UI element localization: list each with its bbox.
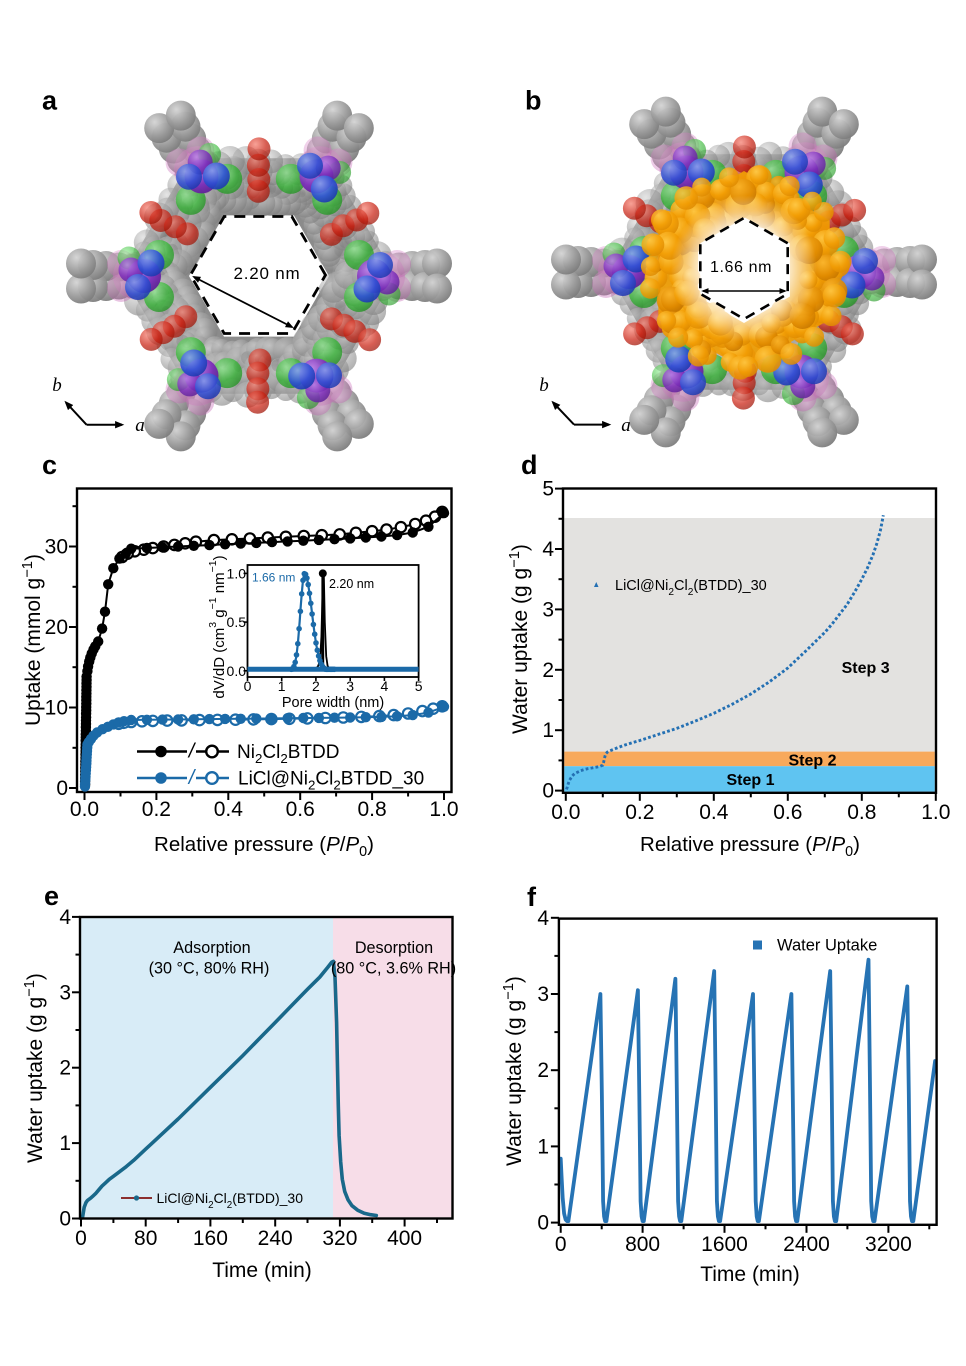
svg-text:Water uptake (g g−1​): Water uptake (g g−1​)	[22, 973, 47, 1163]
svg-text:LiCl@Ni2​Cl2​BTDD_30: LiCl@Ni2​Cl2​BTDD_30	[238, 769, 424, 793]
svg-text:1: 1	[542, 719, 554, 742]
svg-text:3: 3	[537, 983, 549, 1006]
svg-text:20: 20	[45, 616, 68, 639]
svg-text:Desorption: Desorption	[355, 939, 433, 957]
svg-text:c: c	[42, 450, 57, 480]
svg-text:80: 80	[134, 1227, 157, 1250]
svg-text:2400: 2400	[783, 1233, 830, 1256]
svg-text:/: /	[187, 741, 197, 763]
svg-text:0: 0	[56, 777, 68, 800]
svg-text:0.0: 0.0	[227, 663, 247, 679]
svg-text:0.4: 0.4	[214, 798, 244, 821]
svg-text:0.6: 0.6	[773, 801, 802, 824]
svg-text:0.0: 0.0	[551, 801, 580, 824]
svg-text:0: 0	[542, 780, 554, 803]
svg-text:5: 5	[542, 478, 554, 501]
svg-text:320: 320	[322, 1227, 357, 1250]
svg-text:(80 °C, 3.6% RH): (80 °C, 3.6% RH)	[331, 960, 456, 978]
svg-text:0.5: 0.5	[227, 614, 247, 630]
svg-text:2: 2	[59, 1057, 71, 1080]
svg-text:b: b	[539, 375, 549, 396]
svg-text:3: 3	[59, 981, 71, 1004]
svg-text:Adsorption: Adsorption	[173, 939, 250, 957]
svg-text:0.0: 0.0	[70, 798, 99, 821]
svg-text:1: 1	[278, 678, 286, 694]
svg-text:Water uptake (g g−1​): Water uptake (g g−1​)	[501, 976, 526, 1166]
svg-text:3: 3	[346, 678, 354, 694]
svg-text:Time (min): Time (min)	[212, 1259, 312, 1282]
svg-text:2.20 nm: 2.20 nm	[329, 577, 374, 591]
svg-text:a: a	[135, 415, 145, 436]
svg-text:0.2: 0.2	[142, 798, 171, 821]
svg-text:a: a	[42, 86, 58, 116]
svg-text:4: 4	[542, 538, 554, 561]
svg-text:160: 160	[193, 1227, 228, 1250]
svg-text:d: d	[521, 450, 538, 480]
svg-text:0: 0	[75, 1227, 87, 1250]
svg-text:3: 3	[542, 598, 554, 621]
svg-text:0.2: 0.2	[625, 801, 654, 824]
svg-text:4: 4	[59, 906, 71, 929]
svg-text:Ni2​Cl2​BTDD: Ni2​Cl2​BTDD	[237, 742, 339, 766]
svg-text:Relative pressure (P/P0​): Relative pressure (P/P0​)	[154, 833, 374, 860]
svg-text:LiCl@Ni2​Cl2​(BTDD)_30: LiCl@Ni2​Cl2​(BTDD)_30	[615, 578, 767, 598]
svg-text:400: 400	[387, 1227, 422, 1250]
svg-text:0: 0	[59, 1208, 71, 1231]
svg-text:1.66 nm: 1.66 nm	[710, 259, 772, 276]
svg-text:5: 5	[415, 678, 423, 694]
svg-text:Step 2: Step 2	[788, 752, 836, 769]
svg-text:1.0: 1.0	[921, 801, 950, 824]
svg-text:a: a	[621, 415, 631, 436]
svg-text:1: 1	[537, 1135, 549, 1158]
svg-text:LiCl@Ni2​Cl2​(BTDD)_30: LiCl@Ni2​Cl2​(BTDD)_30	[157, 1190, 304, 1211]
svg-text:f: f	[527, 882, 537, 912]
svg-text:Step 3: Step 3	[842, 660, 890, 677]
svg-text:0.8: 0.8	[357, 798, 386, 821]
svg-text:4: 4	[537, 907, 549, 930]
svg-text:1.0: 1.0	[429, 798, 458, 821]
svg-text:800: 800	[625, 1233, 660, 1256]
svg-text:e: e	[44, 881, 59, 911]
svg-text:1.66 nm: 1.66 nm	[252, 571, 295, 585]
svg-text:Water uptake (g g−1​): Water uptake (g g−1​)	[507, 544, 532, 734]
svg-text:Water Uptake: Water Uptake	[777, 937, 877, 955]
svg-text:3200: 3200	[865, 1233, 912, 1256]
svg-text:Relative pressure (P/P0​): Relative pressure (P/P0​)	[640, 833, 860, 860]
svg-text:0: 0	[555, 1233, 567, 1256]
svg-text:b: b	[525, 86, 542, 116]
svg-text:2: 2	[537, 1059, 549, 1082]
svg-text:0.6: 0.6	[286, 798, 315, 821]
svg-text:Step 1: Step 1	[726, 772, 774, 789]
svg-text:(30 °C, 80% RH): (30 °C, 80% RH)	[149, 960, 270, 978]
svg-text:1.0: 1.0	[227, 565, 247, 581]
svg-text:/: /	[187, 767, 197, 789]
svg-text:0: 0	[244, 678, 252, 694]
svg-text:0: 0	[537, 1212, 549, 1235]
svg-text:1: 1	[59, 1132, 71, 1155]
svg-text:2.20 nm: 2.20 nm	[233, 264, 300, 283]
svg-text:10: 10	[45, 697, 68, 720]
svg-text:240: 240	[258, 1227, 293, 1250]
svg-text:4: 4	[381, 678, 389, 694]
svg-text:1600: 1600	[701, 1233, 748, 1256]
svg-text:Uptake (mmol g−1​): Uptake (mmol g−1​)	[20, 554, 45, 726]
svg-text:dV/dD (cm3​ g−1​ nm−1​): dV/dD (cm3​ g−1​ nm−1​)	[207, 555, 228, 698]
svg-text:30: 30	[45, 536, 68, 559]
svg-text:2: 2	[312, 678, 320, 694]
svg-text:2: 2	[542, 659, 554, 682]
svg-text:0.8: 0.8	[847, 801, 876, 824]
svg-text:b: b	[52, 375, 62, 396]
svg-text:0.4: 0.4	[699, 801, 729, 824]
svg-text:Time (min): Time (min)	[700, 1263, 800, 1286]
svg-text:Pore width (nm): Pore width (nm)	[282, 695, 384, 711]
